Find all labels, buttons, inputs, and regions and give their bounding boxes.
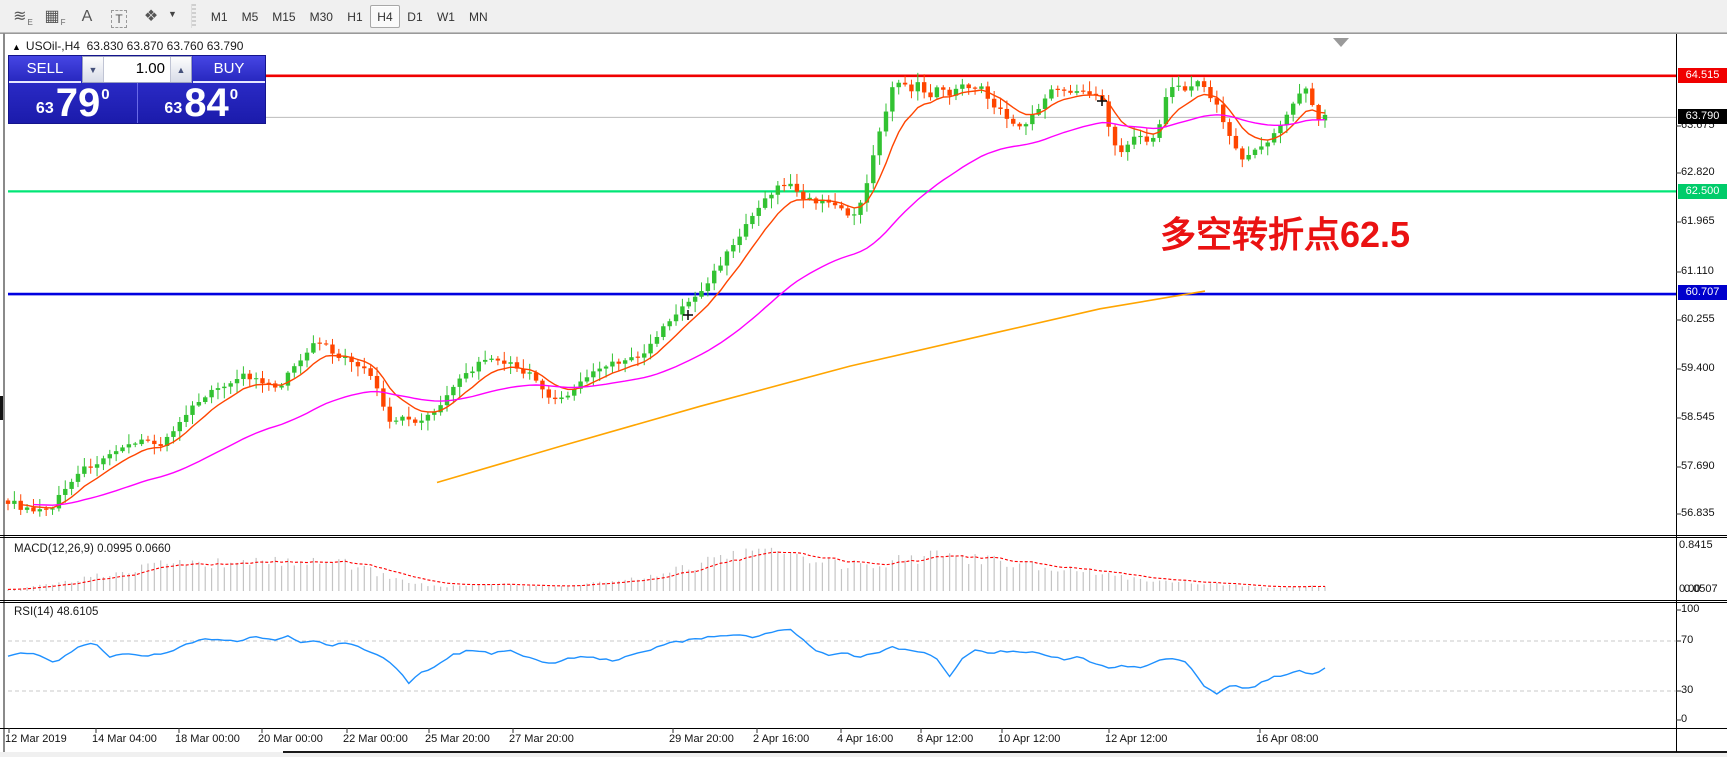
volume-input[interactable]: 1.00 xyxy=(104,57,170,82)
time-label: 12 Apr 12:00 xyxy=(1105,733,1168,745)
timeframe-button-h1[interactable]: H1 xyxy=(347,9,363,24)
one-click-trade-panel: SELL ▼ 1.00 ▲ BUY 63 79 0 63 84 0 xyxy=(8,55,266,124)
macd-label: MACD(12,26,9) 0.0995 0.0660 xyxy=(14,543,171,555)
window-left-edge xyxy=(3,33,5,752)
timeframe-buttons: M1 M5 M15 M30 H1 H4 D1 W1 MN xyxy=(204,4,495,28)
time-label: 12 Mar 2019 xyxy=(5,733,67,745)
timeframe-button-m15[interactable]: M15 xyxy=(272,9,296,24)
sell-price-small: 63 xyxy=(35,100,54,117)
rsi-tick-label: 0 xyxy=(1681,713,1688,725)
price-badge-60.707: 60.707 xyxy=(1678,285,1727,300)
rsi-tick-label: 30 xyxy=(1681,684,1694,696)
text-label-icon[interactable]: A xyxy=(81,8,93,25)
volume-stepper: ▼ 1.00 ▲ xyxy=(82,56,192,83)
timeframe-button-d1[interactable]: D1 xyxy=(407,9,423,24)
time-label: 16 Apr 08:00 xyxy=(1256,733,1319,745)
buy-price-big: 84 xyxy=(184,81,229,125)
rsi-label: RSI(14) 48.6105 xyxy=(14,606,99,618)
price-badge-63.790: 63.790 xyxy=(1678,109,1727,124)
sell-button[interactable]: SELL xyxy=(9,56,81,83)
time-label: 2 Apr 16:00 xyxy=(753,733,810,745)
price-tick-label: 59.400 xyxy=(1681,362,1715,374)
time-label: 4 Apr 16:00 xyxy=(837,733,894,745)
chart-annotation: 多空转折点62.5 xyxy=(1160,214,1411,255)
time-label: 18 Mar 00:00 xyxy=(175,733,240,745)
price-tick-label: 58.545 xyxy=(1681,411,1715,423)
toolbar-icons: ≋ E ▦ F A T ❖ xyxy=(8,4,168,28)
price-tick-label: 61.965 xyxy=(1681,215,1715,227)
time-label: 22 Mar 00:00 xyxy=(343,733,408,745)
buy-price-sup: 0 xyxy=(229,86,239,103)
macd-tick-label: 0.8415 xyxy=(1679,539,1713,551)
timeframe-button-w1[interactable]: W1 xyxy=(436,9,455,24)
toolbar: ≋ E ▦ F A T ❖ ▼ M1 M5 M15 M30 H1 H4 D1 W1 MN xyxy=(0,0,1727,33)
bottom-frame-line xyxy=(283,751,1727,753)
time-label: 8 Apr 12:00 xyxy=(917,733,974,745)
price-tick-label: 56.835 xyxy=(1681,507,1715,519)
price-tick-label: 57.690 xyxy=(1681,460,1715,472)
macd-tick-label: 0.0507 xyxy=(1684,583,1718,595)
buy-price-small: 63 xyxy=(164,100,183,117)
rsi-tick-label: 100 xyxy=(1681,603,1700,615)
timeframe-button-h4[interactable]: H4 xyxy=(369,4,400,28)
sell-price-big: 79 xyxy=(55,81,101,125)
chevron-down-icon[interactable]: ▼ xyxy=(168,9,177,19)
timeframe-button-m1[interactable]: M1 xyxy=(210,9,228,24)
time-label: 27 Mar 20:00 xyxy=(509,733,574,745)
price-tick-label: 60.255 xyxy=(1681,313,1715,325)
timeframe-button-mn[interactable]: MN xyxy=(468,9,488,24)
toolbar-separator xyxy=(190,4,196,28)
chart-title: ▲ USOil-,H4 63.830 63.870 63.760 63.790 xyxy=(12,39,243,53)
time-label: 29 Mar 20:00 xyxy=(669,733,734,745)
timeframe-button-m30[interactable]: M30 xyxy=(309,9,333,24)
macd-tick-label: 0.00 xyxy=(1679,583,1701,595)
volume-decrease-button[interactable]: ▼ xyxy=(83,57,104,82)
window-left-mark xyxy=(0,396,3,420)
price-up-icon: ▲ xyxy=(12,42,21,52)
price-tick-label: 62.820 xyxy=(1681,166,1715,178)
grid-f-icon[interactable]: ▦ F xyxy=(44,8,66,27)
sell-price-sup: 0 xyxy=(101,86,110,103)
chart-ohlc: 63.830 63.870 63.760 63.790 xyxy=(86,39,244,53)
sell-price[interactable]: 63 79 0 xyxy=(9,83,138,123)
bottom-strip xyxy=(0,752,1727,757)
price-badge-64.515: 64.515 xyxy=(1678,68,1727,83)
buy-button[interactable]: BUY xyxy=(193,56,265,83)
time-label: 10 Apr 12:00 xyxy=(998,733,1061,745)
time-label: 14 Mar 04:00 xyxy=(92,733,157,745)
draw-pattern-e-icon[interactable]: ≋ E xyxy=(13,8,33,27)
colors-icon[interactable]: ❖ xyxy=(143,8,159,25)
chart-symbol: USOil-,H4 xyxy=(25,39,80,53)
time-label: 20 Mar 00:00 xyxy=(258,733,323,745)
time-label: 25 Mar 20:00 xyxy=(425,733,490,745)
volume-increase-button[interactable]: ▲ xyxy=(170,57,191,82)
price-badge-62.500: 62.500 xyxy=(1678,184,1727,199)
timeframe-button-m5[interactable]: M5 xyxy=(241,9,259,24)
price-tick-label: 61.110 xyxy=(1681,265,1714,277)
text-box-icon[interactable]: T xyxy=(104,4,134,28)
buy-price[interactable]: 63 84 0 xyxy=(138,83,266,123)
rsi-tick-label: 70 xyxy=(1681,634,1694,646)
